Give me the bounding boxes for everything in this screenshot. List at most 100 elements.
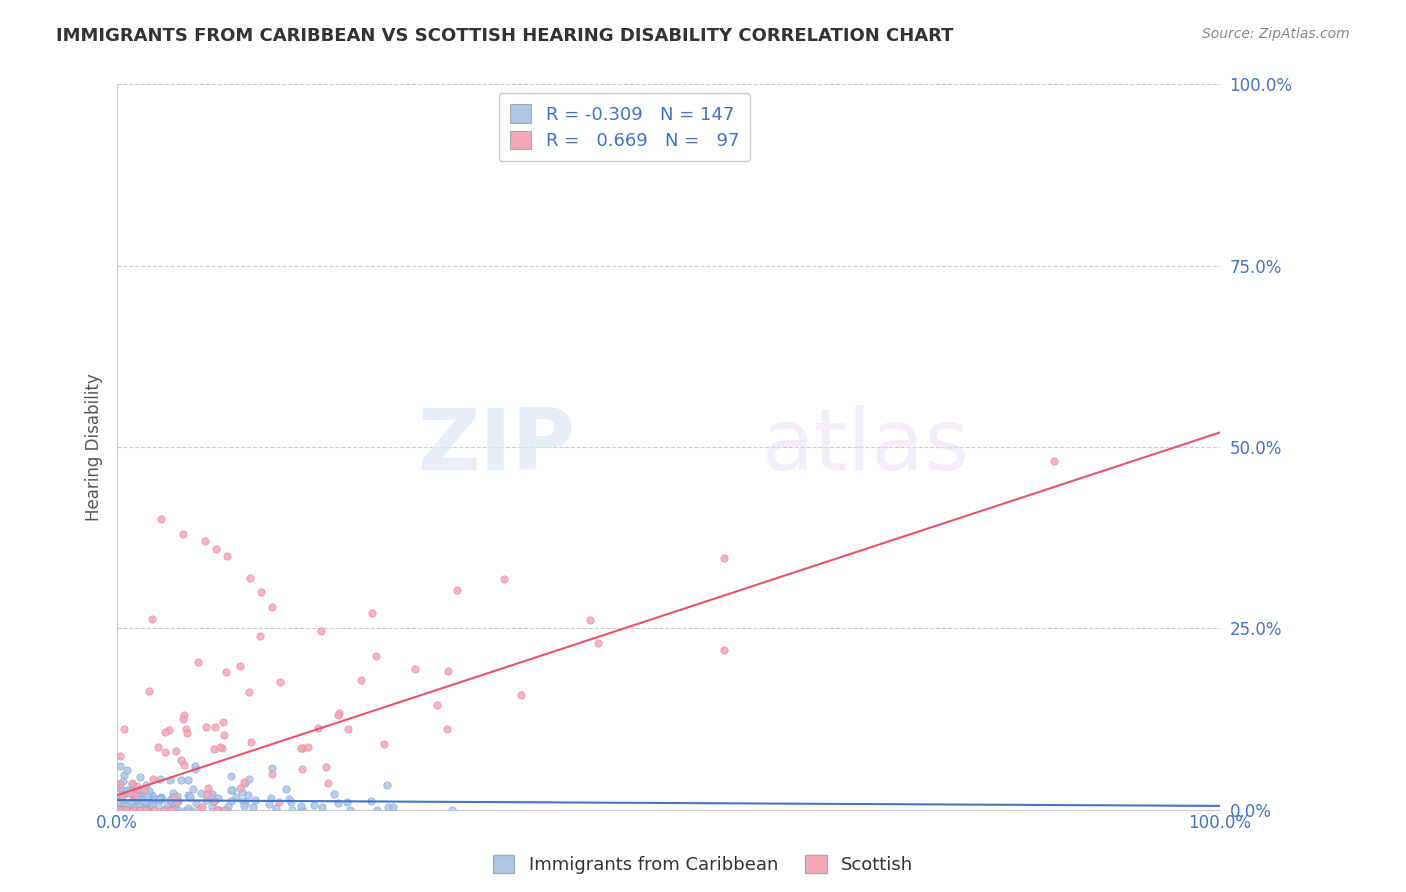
Point — [115, 784, 138, 798]
Point — [111, 795, 134, 809]
Point — [166, 795, 188, 809]
Point — [249, 630, 271, 644]
Point — [361, 606, 384, 620]
Point — [236, 788, 259, 802]
Point — [135, 803, 157, 817]
Point — [115, 783, 138, 797]
Text: IMMIGRANTS FROM CARIBBEAN VS SCOTTISH HEARING DISABILITY CORRELATION CHART: IMMIGRANTS FROM CARIBBEAN VS SCOTTISH HE… — [56, 27, 953, 45]
Point — [107, 777, 129, 791]
Point — [262, 767, 284, 781]
Point — [110, 790, 132, 805]
Point — [200, 791, 222, 805]
Point — [259, 797, 281, 811]
Point — [194, 720, 217, 734]
Point — [120, 803, 142, 817]
Point — [179, 790, 201, 805]
Point — [187, 803, 209, 817]
Point — [120, 795, 142, 809]
Point — [167, 803, 190, 817]
Point — [124, 793, 146, 807]
Point — [149, 772, 172, 787]
Point — [107, 798, 129, 813]
Point — [143, 792, 166, 806]
Point — [108, 748, 131, 763]
Point — [404, 662, 426, 676]
Point — [138, 683, 160, 698]
Point — [205, 803, 228, 817]
Point — [141, 788, 163, 802]
Point — [159, 792, 181, 806]
Point — [281, 803, 304, 817]
Point — [326, 707, 349, 722]
Point — [350, 673, 373, 688]
Point — [134, 803, 156, 817]
Point — [132, 800, 155, 814]
Legend: R = -0.309   N = 147, R =   0.669   N =   97: R = -0.309 N = 147, R = 0.669 N = 97 — [499, 94, 749, 161]
Point — [173, 758, 195, 772]
Point — [125, 791, 148, 805]
Point — [107, 795, 129, 809]
Point — [207, 803, 229, 817]
Point — [135, 778, 157, 792]
Point — [176, 803, 198, 817]
Point — [163, 803, 186, 817]
Point — [311, 800, 333, 814]
Point — [129, 803, 152, 817]
Point — [215, 803, 238, 817]
Point — [190, 786, 212, 800]
Point — [132, 783, 155, 797]
Point — [138, 783, 160, 797]
Point — [107, 803, 129, 817]
Point — [202, 742, 225, 756]
Point — [578, 613, 600, 627]
Point — [122, 803, 145, 817]
Point — [307, 721, 329, 735]
Point — [197, 780, 219, 795]
Point — [260, 790, 283, 805]
Point — [129, 770, 152, 784]
Point — [155, 745, 177, 759]
Point — [202, 793, 225, 807]
Point — [141, 798, 163, 813]
Point — [150, 791, 173, 805]
Point — [315, 760, 337, 774]
Point — [146, 740, 169, 755]
Point — [153, 803, 176, 817]
Point — [290, 741, 312, 756]
Point — [124, 788, 146, 802]
Point — [111, 803, 134, 817]
Point — [436, 723, 458, 737]
Point — [373, 737, 395, 751]
Point — [240, 735, 263, 749]
Point — [219, 794, 242, 808]
Point — [221, 783, 243, 797]
Point — [440, 803, 463, 817]
Point — [208, 739, 231, 754]
Point — [179, 789, 201, 804]
Point — [153, 803, 176, 817]
Point — [212, 803, 235, 817]
Text: atlas: atlas — [762, 406, 970, 489]
Point — [291, 763, 314, 777]
Point — [274, 782, 297, 797]
Point — [166, 794, 188, 808]
Point — [110, 792, 132, 806]
Point — [135, 785, 157, 799]
Point — [162, 791, 184, 805]
Point — [328, 797, 350, 811]
Point — [121, 792, 143, 806]
Point — [142, 772, 165, 787]
Point — [316, 775, 339, 789]
Point — [194, 534, 217, 549]
Point — [233, 798, 256, 813]
Point — [219, 769, 242, 783]
Point — [181, 782, 204, 797]
Point — [110, 777, 132, 791]
Point — [108, 802, 131, 816]
Point — [381, 800, 404, 814]
Point — [243, 793, 266, 807]
Point — [205, 541, 228, 556]
Point — [132, 795, 155, 809]
Point — [377, 800, 399, 814]
Point — [264, 800, 287, 814]
